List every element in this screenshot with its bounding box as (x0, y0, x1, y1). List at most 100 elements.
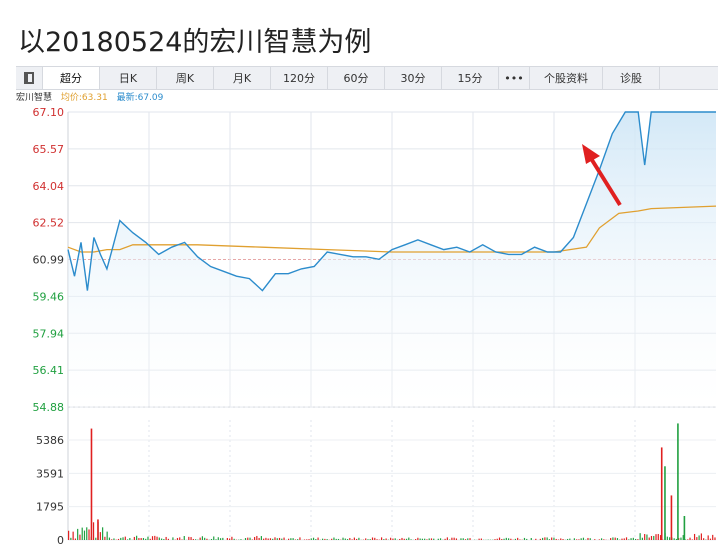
avg-price: 均价:63.31 (60, 93, 108, 103)
more-tabs-button[interactable]: ••• (499, 67, 530, 89)
volume-bar (496, 538, 498, 540)
volume-bar (353, 537, 355, 540)
volume-bar (181, 539, 183, 540)
volume-bar (637, 539, 639, 540)
volume-bar (102, 527, 104, 540)
volume-bar (546, 537, 548, 540)
volume-bar (308, 539, 310, 540)
volume-bar (68, 530, 70, 540)
volume-bar (687, 539, 689, 540)
volume-bar (635, 538, 637, 540)
volume-bar (641, 537, 644, 540)
volume-bar (83, 530, 86, 540)
volume-bar (510, 538, 512, 540)
volume-bar (344, 538, 346, 540)
volume-bar (439, 538, 442, 540)
volume-bar (421, 538, 424, 540)
volume-bar (644, 534, 646, 540)
volume-bar (628, 539, 630, 540)
stock-name: 宏川智慧 (16, 93, 53, 103)
volume-bar (675, 538, 678, 540)
volume-bar (673, 538, 675, 540)
volume-bar (517, 537, 519, 540)
volume-bar (240, 539, 242, 540)
volume-bar (324, 538, 326, 540)
volume-bar (253, 537, 256, 540)
volume-bar (72, 531, 74, 540)
volume-bar (621, 538, 623, 540)
volume-spike-bar (97, 519, 99, 540)
tab-monthly-k[interactable]: 月K (214, 67, 271, 89)
volume-bar (693, 533, 696, 540)
volume-bar (669, 537, 671, 540)
volume-bar (691, 539, 693, 540)
volume-bar (226, 537, 228, 540)
volume-tick-label: 1795 (36, 501, 64, 514)
volume-bar (494, 539, 496, 540)
volume-bar (267, 538, 269, 540)
volume-bar (183, 536, 185, 540)
price-tick-label: 57.94 (33, 327, 65, 340)
tab-120min[interactable]: 120分 (271, 67, 328, 89)
last-price: 最新:67.09 (116, 93, 164, 103)
volume-bar (501, 539, 503, 540)
tab-60min[interactable]: 60分 (328, 67, 385, 89)
volume-bar (229, 538, 231, 540)
volume-bar (403, 538, 405, 540)
volume-bar (551, 537, 553, 540)
volume-bar (603, 539, 605, 540)
price-tick-label: 60.99 (33, 254, 65, 267)
volume-bar (129, 537, 131, 540)
volume-bar (213, 536, 215, 540)
volume-bar (231, 536, 233, 540)
tab-stock-profile[interactable]: 个股资料 (530, 67, 603, 89)
volume-bar (365, 538, 367, 540)
tab-daily-k[interactable]: 日K (100, 67, 157, 89)
tab-diagnosis[interactable]: 诊股 (603, 67, 660, 89)
volume-bar (453, 537, 455, 540)
volume-bar (712, 534, 714, 540)
volume-bar (657, 533, 659, 540)
volume-bar (698, 535, 700, 540)
volume-bar (342, 537, 344, 540)
volume-bar (408, 537, 410, 540)
price-tick-label: 64.04 (33, 180, 65, 193)
volume-bar (519, 539, 521, 540)
volume-bar (249, 537, 251, 540)
volume-bar (578, 539, 580, 540)
volume-spike-bar (90, 428, 93, 540)
volume-bar (287, 538, 290, 540)
volume-bar (111, 539, 113, 540)
volume-bar (446, 537, 448, 540)
tab-30min[interactable]: 30分 (385, 67, 442, 89)
volume-bar (81, 527, 83, 540)
price-tick-label: 54.88 (33, 401, 65, 414)
volume-bar (569, 538, 571, 540)
volume-bar (217, 537, 219, 540)
tab-weekly-k[interactable]: 周K (157, 67, 214, 89)
volume-bar (646, 534, 648, 540)
sidebar-toggle-icon[interactable] (16, 67, 43, 89)
volume-bar (199, 537, 201, 540)
volume-bar (204, 537, 206, 540)
volume-bar (215, 539, 217, 540)
volume-bar (274, 537, 276, 540)
volume-bar (380, 537, 383, 540)
volume-bar (192, 538, 194, 540)
volume-bar (276, 538, 278, 540)
volume-bar (326, 539, 328, 540)
volume-bar (367, 539, 369, 540)
volume-bar (580, 538, 582, 540)
volume-bar (696, 537, 698, 540)
price-tick-label: 62.52 (33, 217, 65, 230)
volume-bar (598, 539, 600, 540)
volume-bar (415, 539, 417, 540)
volume-bar (258, 537, 260, 540)
volume-bar (167, 538, 169, 540)
tab-15min[interactable]: 15分 (442, 67, 499, 89)
volume-bar (106, 531, 108, 540)
tab-intraday[interactable]: 超分 (43, 67, 100, 89)
volume-bar (136, 535, 138, 540)
volume-bar (467, 538, 469, 540)
volume-bar (714, 537, 716, 540)
